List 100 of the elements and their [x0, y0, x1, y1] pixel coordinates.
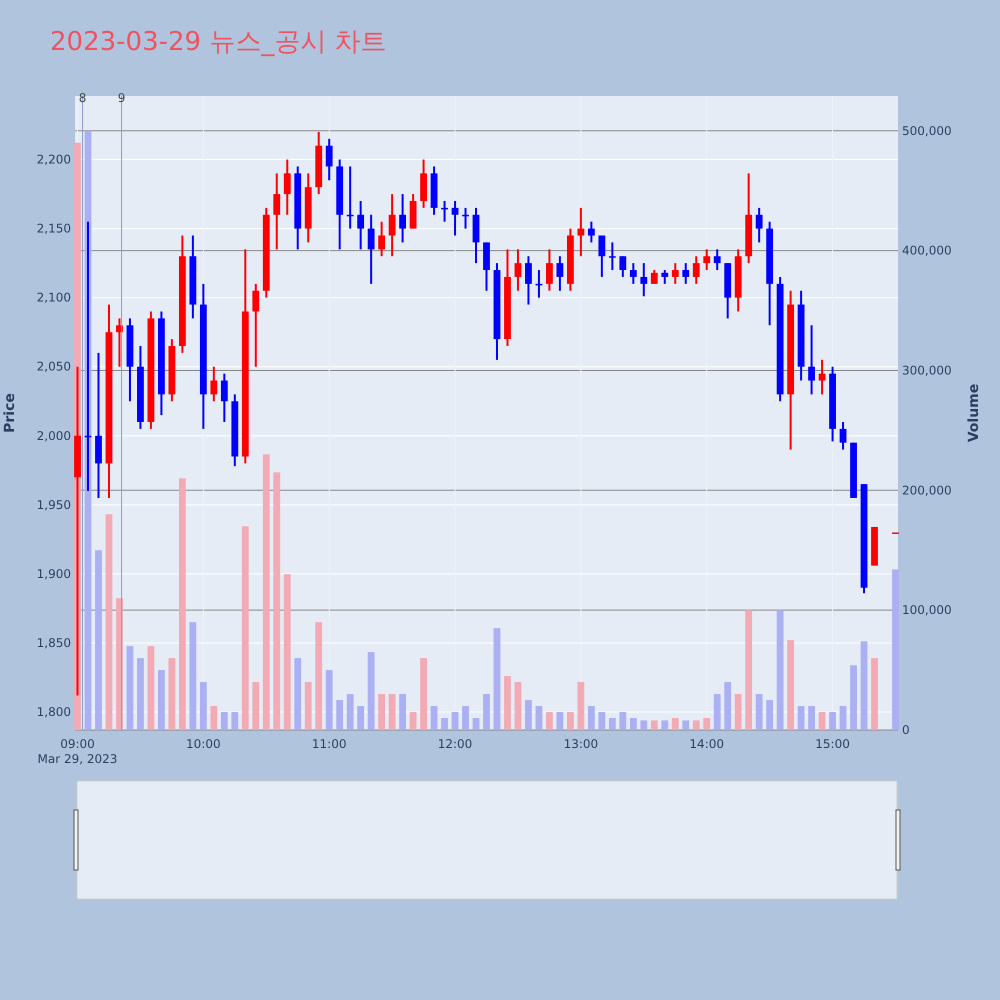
- x-tick-label: 15:00: [815, 737, 850, 751]
- bar: [630, 718, 637, 730]
- bar: [315, 622, 322, 730]
- bar: [420, 658, 427, 730]
- bar: [483, 694, 490, 730]
- bar: [189, 622, 196, 730]
- bar: [273, 472, 280, 730]
- bar: [357, 706, 364, 730]
- y-tick-label: 2,000: [36, 428, 71, 443]
- bar: [168, 658, 176, 730]
- bar: [452, 712, 458, 730]
- x-tick-label: 13:00: [564, 737, 598, 751]
- bar: [798, 706, 805, 730]
- y-tick-label: 2,100: [36, 290, 71, 305]
- x-tick-label: 11:00: [312, 737, 346, 751]
- y2-tick-label: 100,000: [902, 603, 952, 618]
- y2-tick-label: 400,000: [902, 244, 952, 258]
- bar: [850, 665, 857, 730]
- bar: [242, 526, 249, 730]
- bar: [536, 706, 542, 730]
- bar: [231, 712, 238, 730]
- bar: [608, 718, 616, 730]
- y-tick-label: 2,150: [36, 222, 71, 236]
- bar: [441, 718, 448, 730]
- bar: [346, 694, 354, 730]
- bar: [472, 718, 480, 730]
- bar: [494, 628, 500, 730]
- bar: [840, 706, 846, 730]
- bar: [252, 682, 260, 730]
- bar: [462, 706, 469, 730]
- y2-tick-label: 0: [902, 723, 910, 737]
- bar: [619, 712, 626, 730]
- bar: [714, 694, 721, 730]
- bar: [860, 641, 868, 730]
- bar: [766, 700, 774, 730]
- bar: [661, 720, 668, 730]
- y2-axis-title: Volume: [966, 384, 982, 442]
- bar: [577, 682, 584, 730]
- x-tick-label: 12:00: [438, 737, 472, 751]
- bar: [672, 718, 679, 730]
- bar: [546, 712, 553, 730]
- bar: [598, 712, 606, 730]
- y-tick-label: 1,950: [36, 498, 71, 512]
- bar: [756, 694, 763, 730]
- bar: [126, 646, 134, 730]
- bar: [158, 670, 165, 730]
- bar: [262, 454, 270, 730]
- x-tick-label: 14:00: [689, 737, 724, 751]
- bar: [148, 646, 154, 730]
- y2-tick-label: 300,000: [902, 363, 952, 378]
- x-tick-label: 10:00: [186, 737, 221, 751]
- annotation: 9: [118, 91, 126, 105]
- bar: [368, 652, 375, 730]
- bar: [871, 658, 878, 730]
- bar: [514, 682, 522, 730]
- bar: [210, 706, 218, 730]
- bar: [776, 610, 784, 730]
- bar: [829, 712, 836, 730]
- bar: [399, 694, 406, 730]
- bar: [294, 658, 302, 730]
- y-tick-label: 1,900: [36, 566, 71, 581]
- bar: [378, 694, 386, 730]
- bar: [703, 718, 710, 730]
- chart-title: 2023-03-29 뉴스_공시 차트: [50, 27, 387, 57]
- y-tick-label: 1,800: [36, 705, 71, 720]
- bar: [640, 720, 648, 730]
- bar: [106, 514, 112, 730]
- bar: [745, 610, 752, 730]
- bar: [650, 720, 658, 730]
- bar: [137, 658, 144, 730]
- bar: [178, 478, 186, 730]
- bar: [326, 670, 333, 730]
- y2-tick-label: 500,000: [902, 124, 952, 138]
- y-tick-label: 1,850: [36, 636, 71, 650]
- bar: [588, 706, 595, 730]
- bar: [336, 700, 344, 730]
- bar: [410, 712, 417, 730]
- bar: [95, 550, 102, 730]
- y-tick-label: 2,200: [36, 152, 71, 167]
- bar: [892, 569, 899, 730]
- bar: [284, 574, 291, 730]
- bar: [734, 694, 742, 730]
- annotation: 8: [78, 91, 86, 105]
- bar: [787, 640, 794, 730]
- bar: [304, 682, 312, 730]
- y-axis-title: Price: [2, 393, 18, 433]
- bar: [818, 712, 826, 730]
- bar: [566, 712, 574, 730]
- x-tick-label: 09:00: [60, 737, 95, 751]
- bar: [504, 676, 511, 730]
- bar: [724, 682, 732, 730]
- bar: [430, 706, 438, 730]
- y-tick-label: 2,050: [36, 360, 71, 374]
- bar: [808, 706, 815, 730]
- bar: [200, 682, 207, 730]
- bar: [692, 720, 700, 730]
- bar: [220, 712, 228, 730]
- bar: [556, 712, 564, 730]
- bar: [525, 700, 532, 730]
- bar: [682, 720, 690, 730]
